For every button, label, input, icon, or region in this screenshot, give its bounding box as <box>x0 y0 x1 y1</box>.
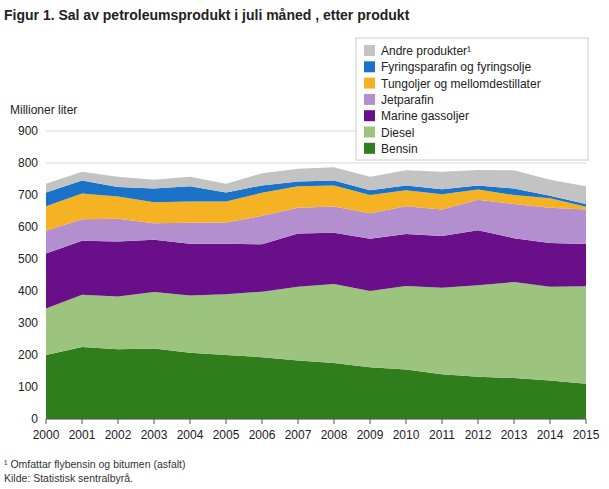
y-tick-label: 0 <box>31 412 38 426</box>
chart: Figur 1. Sal av petroleumsprodukt i juli… <box>0 0 609 489</box>
y-tick-label: 500 <box>18 252 38 266</box>
legend-swatch <box>364 61 375 72</box>
x-tick <box>406 419 407 424</box>
x-tick <box>478 419 479 424</box>
legend-swatch <box>364 78 375 89</box>
x-axis <box>46 419 586 420</box>
legend-label: Marine gassoljer <box>381 109 469 123</box>
legend-box <box>356 38 588 160</box>
y-tick-label: 300 <box>18 316 38 330</box>
grid-line <box>46 163 586 164</box>
x-tick-label: 2000 <box>33 428 60 442</box>
x-tick <box>334 419 335 424</box>
x-tick-label: 2009 <box>357 428 384 442</box>
area <box>46 282 586 384</box>
x-tick <box>442 419 443 424</box>
legend-swatch <box>364 143 375 154</box>
x-tick-label: 2008 <box>321 428 348 442</box>
title: Figur 1. Sal av petroleumsprodukt i juli… <box>4 7 410 23</box>
x-tick-label: 2007 <box>285 428 312 442</box>
legend-label: Jetparafin <box>381 93 434 107</box>
y-tick-label: 100 <box>18 380 38 394</box>
x-tick-label: 2006 <box>249 428 276 442</box>
legend-label: Tungoljer og mellomdestillater <box>381 77 541 91</box>
legend-swatch <box>364 94 375 105</box>
y-label: Millioner liter <box>10 103 77 117</box>
y-tick-label: 800 <box>18 156 38 170</box>
x-tick <box>370 419 371 424</box>
x-tick <box>226 419 227 424</box>
area <box>46 230 586 308</box>
legend-label: Diesel <box>381 126 414 140</box>
x-tick-label: 2011 <box>429 428 455 442</box>
x-tick-label: 2014 <box>537 428 564 442</box>
y-tick-label: 900 <box>18 124 38 138</box>
y-tick-label: 400 <box>18 284 38 298</box>
x-tick <box>550 419 551 424</box>
areas <box>46 167 586 419</box>
x-tick-label: 2012 <box>465 428 492 442</box>
x-tick <box>298 419 299 424</box>
legend-swatch <box>364 45 375 56</box>
x-tick <box>82 419 83 424</box>
legend-swatch <box>364 110 375 121</box>
y-tick-label: 700 <box>18 188 38 202</box>
x-tick <box>118 419 119 424</box>
x-tick-label: 2004 <box>177 428 204 442</box>
x-tick-label: 2003 <box>141 428 168 442</box>
note: ¹ Omfattar flybensin og bitumen (asfalt) <box>4 458 186 470</box>
x-tick <box>586 419 587 424</box>
note: Kilde: Statistisk sentralbyrå. <box>4 472 133 484</box>
x-tick <box>46 419 47 424</box>
x-tick-label: 2001 <box>69 428 96 442</box>
x-tick <box>262 419 263 424</box>
x-tick <box>190 419 191 424</box>
legend-label: Andre produkter¹ <box>381 44 471 58</box>
legend-label: Fyringsparafin og fyringsolje <box>381 60 531 74</box>
x-tick <box>154 419 155 424</box>
y-tick-label: 600 <box>18 220 38 234</box>
x-tick-label: 2010 <box>393 428 420 442</box>
legend-label: Bensin <box>381 142 418 156</box>
y-tick-label: 200 <box>18 348 38 362</box>
x-tick <box>514 419 515 424</box>
x-tick-label: 2015 <box>573 428 600 442</box>
grid-line <box>46 419 586 420</box>
legend-swatch <box>364 127 375 138</box>
x-tick-label: 2005 <box>213 428 240 442</box>
x-tick-label: 2002 <box>105 428 132 442</box>
area <box>46 167 586 204</box>
x-tick-label: 2013 <box>501 428 528 442</box>
